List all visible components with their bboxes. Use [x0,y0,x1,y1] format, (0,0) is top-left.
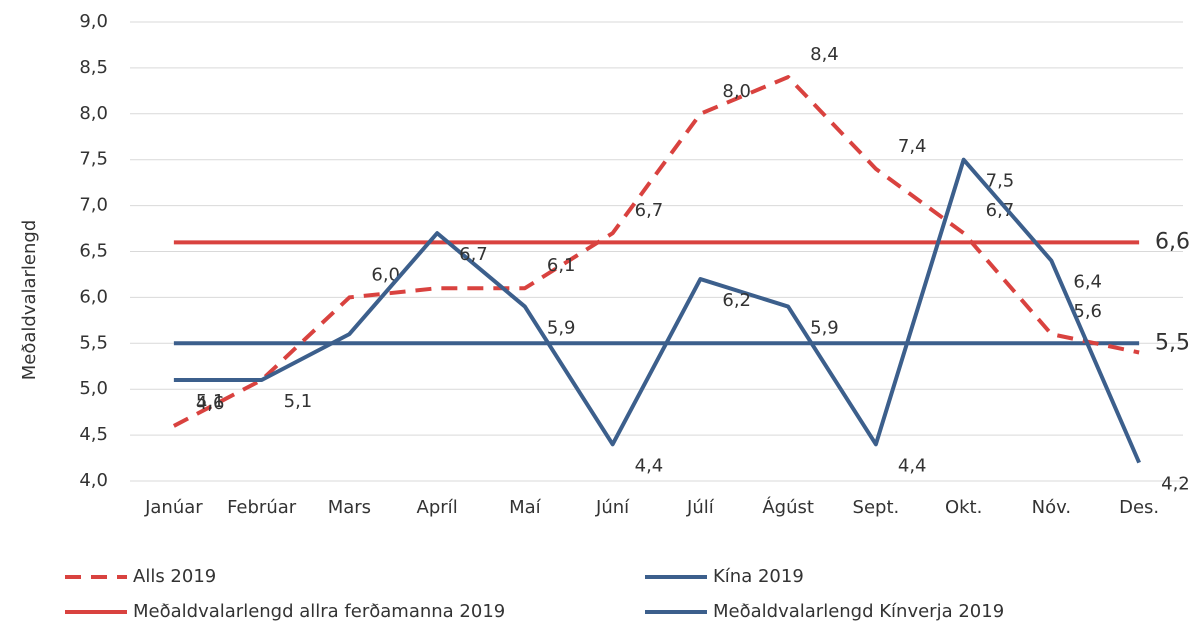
data-label: 6,7 [986,200,1015,221]
data-label: 4,6 [196,393,225,414]
x-tick-label: Nóv. [1032,497,1071,518]
x-tick-label: Apríl [417,497,458,518]
x-tick-label: Febrúar [227,497,297,518]
data-label: 4,2 [1161,474,1190,495]
y-tick-label: 7,5 [79,149,108,170]
legend-label: Meðaldvalarlengd allra ferðamanna 2019 [133,601,505,622]
data-label: 5,6 [1073,301,1102,322]
data-label: 4,4 [898,455,927,476]
series-line [173,157,1141,464]
y-tick-label: 4,0 [79,470,108,491]
reference-label: 6,6 [1155,229,1190,254]
data-label: 5,1 [284,391,313,412]
x-tick-label: Júní [595,497,630,518]
data-label: 6,7 [635,200,664,221]
data-label: 7,5 [986,171,1015,192]
reference-label: 5,5 [1155,330,1190,355]
y-tick-label: 4,5 [79,424,108,445]
data-label: 6,4 [1073,272,1102,293]
legend-label: Alls 2019 [133,566,216,587]
x-tick-label: Júlí [686,497,715,518]
data-label: 6,0 [371,264,400,285]
y-tick-label: 5,0 [79,378,108,399]
y-axis-title: Meðaldvalarlengd [19,220,40,381]
x-tick-label: Janúar [144,497,203,518]
x-tick-label: Okt. [945,497,982,518]
data-label: 5,9 [810,318,839,339]
y-tick-label: 6,5 [79,241,108,262]
y-tick-label: 8,5 [79,57,108,78]
data-label: 7,4 [898,136,927,157]
y-tick-label: 8,0 [79,103,108,124]
y-tick-label: 9,0 [79,11,108,32]
x-tick-label: Maí [509,497,542,518]
data-label: 6,2 [722,290,751,311]
data-label: 6,1 [547,255,576,276]
y-tick-label: 5,5 [79,332,108,353]
data-label: 6,7 [459,244,488,265]
data-label: 5,1 [196,391,225,412]
x-tick-label: Des. [1119,497,1159,518]
legend-label: Meðaldvalarlengd Kínverja 2019 [713,601,1004,622]
data-label: 4,4 [635,455,664,476]
data-label: 5,9 [547,318,576,339]
x-tick-label: Ágúst [762,496,814,518]
y-tick-label: 6,0 [79,286,108,307]
data-label: 8,0 [722,81,751,102]
x-tick-label: Mars [328,497,371,518]
y-tick-label: 7,0 [79,195,108,216]
legend-label: Kína 2019 [713,566,804,587]
data-label: 8,4 [810,44,839,65]
series-line [172,75,1140,428]
x-tick-label: Sept. [853,497,900,518]
